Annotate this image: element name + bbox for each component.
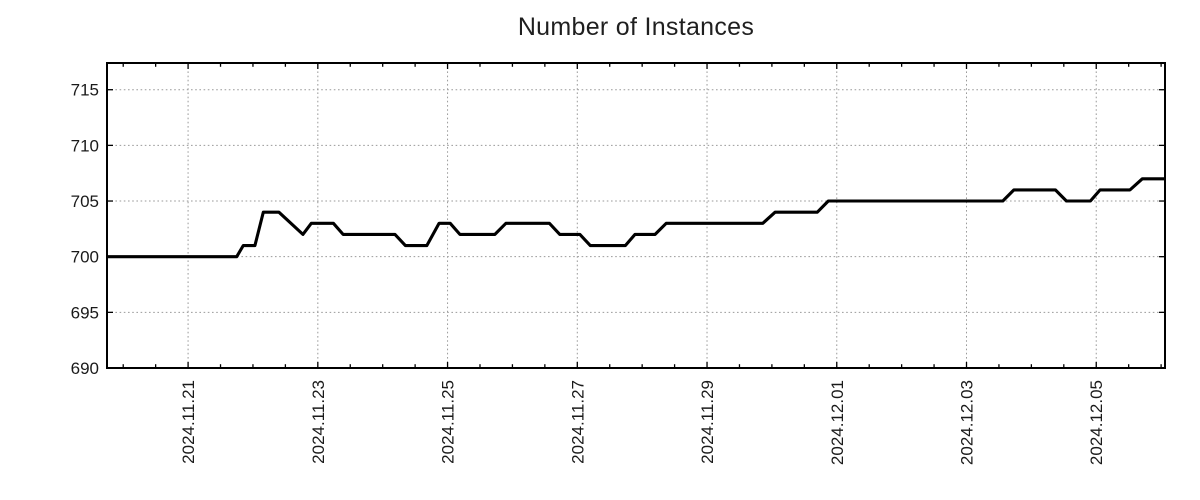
- x-tick-label: 2024.11.29: [698, 380, 717, 464]
- y-tick-label: 695: [71, 303, 99, 322]
- plot-border: [106, 62, 1166, 369]
- y-tick-label: 690: [71, 359, 99, 378]
- x-tick-labels: 2024.11.21 2024.11.23 2024.11.25 2024.11.27…: [179, 380, 1106, 465]
- x-tick-label: 2024.11.27: [568, 380, 587, 464]
- gridlines: [107, 63, 1165, 368]
- x-tick-label: 2024.12.01: [828, 380, 847, 465]
- axis-ticks: [107, 63, 1165, 369]
- x-tick-label: 2024.11.25: [439, 380, 458, 464]
- x-tick-label: 2024.11.21: [179, 380, 198, 464]
- y-tick-label: 715: [71, 81, 99, 100]
- series-line-instances: [107, 177, 1165, 259]
- x-tick-label: 2024.11.23: [309, 380, 328, 464]
- x-tick-label: 2024.12.05: [1087, 380, 1106, 465]
- y-tick-labels: 690 695 700 705 710 715: [71, 81, 99, 378]
- chart-title: Number of Instances: [517, 13, 755, 41]
- y-tick-label: 700: [71, 248, 99, 267]
- y-tick-label: 705: [71, 192, 99, 211]
- y-tick-label: 710: [71, 136, 99, 155]
- x-tick-label: 2024.12.03: [958, 380, 977, 465]
